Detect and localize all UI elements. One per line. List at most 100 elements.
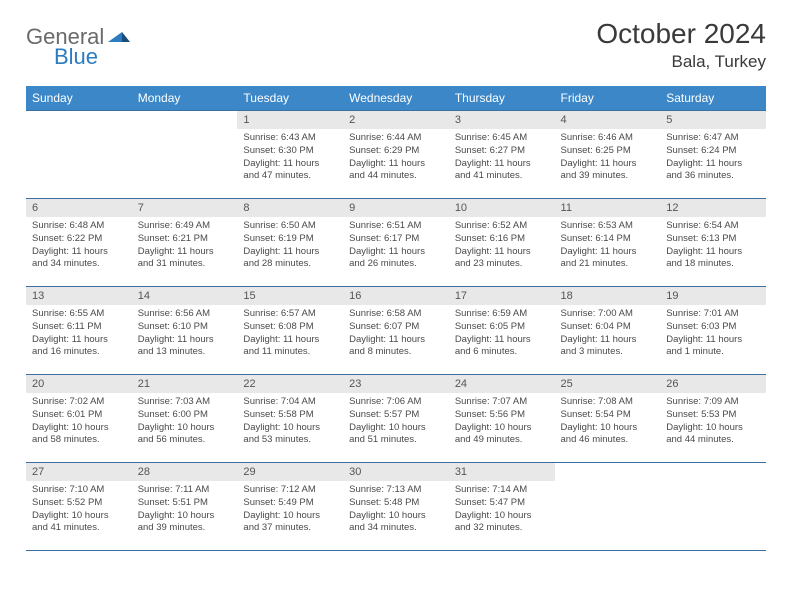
- day-cell: 29Sunrise: 7:12 AMSunset: 5:49 PMDayligh…: [237, 463, 343, 551]
- sunset-text: Sunset: 5:51 PM: [138, 497, 232, 510]
- sunrise-text: Sunrise: 6:43 AM: [243, 132, 337, 145]
- sunrise-text: Sunrise: 6:56 AM: [138, 308, 232, 321]
- sunrise-text: Sunrise: 7:08 AM: [561, 396, 655, 409]
- day-number: 1: [237, 111, 343, 129]
- sunset-text: Sunset: 5:56 PM: [455, 409, 549, 422]
- daylight-text: Daylight: 11 hours and 1 minute.: [666, 334, 760, 360]
- sunset-text: Sunset: 5:57 PM: [349, 409, 443, 422]
- day-number: 28: [132, 463, 238, 481]
- day-details: Sunrise: 6:52 AMSunset: 6:16 PMDaylight:…: [449, 217, 555, 275]
- day-cell: 23Sunrise: 7:06 AMSunset: 5:57 PMDayligh…: [343, 375, 449, 463]
- daylight-text: Daylight: 10 hours and 46 minutes.: [561, 422, 655, 448]
- logo-text-blue: Blue: [54, 44, 98, 69]
- daylight-text: Daylight: 11 hours and 36 minutes.: [666, 158, 760, 184]
- daylight-text: Daylight: 11 hours and 26 minutes.: [349, 246, 443, 272]
- day-cell: 20Sunrise: 7:02 AMSunset: 6:01 PMDayligh…: [26, 375, 132, 463]
- sunrise-text: Sunrise: 6:59 AM: [455, 308, 549, 321]
- day-cell: 4Sunrise: 6:46 AMSunset: 6:25 PMDaylight…: [555, 111, 661, 199]
- day-cell: 7Sunrise: 6:49 AMSunset: 6:21 PMDaylight…: [132, 199, 238, 287]
- sunset-text: Sunset: 6:21 PM: [138, 233, 232, 246]
- daylight-text: Daylight: 10 hours and 37 minutes.: [243, 510, 337, 536]
- day-number: 4: [555, 111, 661, 129]
- day-details: Sunrise: 6:47 AMSunset: 6:24 PMDaylight:…: [660, 129, 766, 187]
- day-number: 6: [26, 199, 132, 217]
- daylight-text: Daylight: 11 hours and 11 minutes.: [243, 334, 337, 360]
- page-header: General October 2024 Bala, Turkey: [26, 18, 766, 72]
- day-details: Sunrise: 6:55 AMSunset: 6:11 PMDaylight:…: [26, 305, 132, 363]
- sunset-text: Sunset: 6:07 PM: [349, 321, 443, 334]
- calendar-body: 1Sunrise: 6:43 AMSunset: 6:30 PMDaylight…: [26, 111, 766, 551]
- daylight-text: Daylight: 11 hours and 28 minutes.: [243, 246, 337, 272]
- day-details: Sunrise: 7:06 AMSunset: 5:57 PMDaylight:…: [343, 393, 449, 451]
- day-cell: 1Sunrise: 6:43 AMSunset: 6:30 PMDaylight…: [237, 111, 343, 199]
- week-row: 1Sunrise: 6:43 AMSunset: 6:30 PMDaylight…: [26, 111, 766, 199]
- daylight-text: Daylight: 11 hours and 39 minutes.: [561, 158, 655, 184]
- day-cell: 19Sunrise: 7:01 AMSunset: 6:03 PMDayligh…: [660, 287, 766, 375]
- col-tuesday: Tuesday: [237, 86, 343, 111]
- sunrise-text: Sunrise: 6:46 AM: [561, 132, 655, 145]
- sunrise-text: Sunrise: 6:50 AM: [243, 220, 337, 233]
- daylight-text: Daylight: 11 hours and 6 minutes.: [455, 334, 549, 360]
- daylight-text: Daylight: 11 hours and 21 minutes.: [561, 246, 655, 272]
- day-number: 18: [555, 287, 661, 305]
- sunset-text: Sunset: 6:24 PM: [666, 145, 760, 158]
- day-number: 19: [660, 287, 766, 305]
- day-cell: 6Sunrise: 6:48 AMSunset: 6:22 PMDaylight…: [26, 199, 132, 287]
- daylight-text: Daylight: 11 hours and 18 minutes.: [666, 246, 760, 272]
- location: Bala, Turkey: [596, 52, 766, 72]
- sunset-text: Sunset: 5:54 PM: [561, 409, 655, 422]
- day-details: Sunrise: 6:43 AMSunset: 6:30 PMDaylight:…: [237, 129, 343, 187]
- daylight-text: Daylight: 10 hours and 53 minutes.: [243, 422, 337, 448]
- day-cell: 31Sunrise: 7:14 AMSunset: 5:47 PMDayligh…: [449, 463, 555, 551]
- sunset-text: Sunset: 6:05 PM: [455, 321, 549, 334]
- day-details: Sunrise: 7:03 AMSunset: 6:00 PMDaylight:…: [132, 393, 238, 451]
- day-cell: 10Sunrise: 6:52 AMSunset: 6:16 PMDayligh…: [449, 199, 555, 287]
- sunset-text: Sunset: 6:29 PM: [349, 145, 443, 158]
- daylight-text: Daylight: 11 hours and 34 minutes.: [32, 246, 126, 272]
- daylight-text: Daylight: 11 hours and 8 minutes.: [349, 334, 443, 360]
- day-cell: 3Sunrise: 6:45 AMSunset: 6:27 PMDaylight…: [449, 111, 555, 199]
- day-cell: 5Sunrise: 6:47 AMSunset: 6:24 PMDaylight…: [660, 111, 766, 199]
- day-cell: 25 Sunrise: 7:08 AMSunset: 5:54 PMDayligh…: [555, 375, 661, 463]
- daylight-text: Daylight: 10 hours and 56 minutes.: [138, 422, 232, 448]
- sunrise-text: Sunrise: 6:47 AM: [666, 132, 760, 145]
- day-cell: 15Sunrise: 6:57 AMSunset: 6:08 PMDayligh…: [237, 287, 343, 375]
- week-row: 27Sunrise: 7:10 AMSunset: 5:52 PMDayligh…: [26, 463, 766, 551]
- sunrise-text: Sunrise: 6:49 AM: [138, 220, 232, 233]
- day-cell: 2Sunrise: 6:44 AMSunset: 6:29 PMDaylight…: [343, 111, 449, 199]
- day-details: Sunrise: 6:57 AMSunset: 6:08 PMDaylight:…: [237, 305, 343, 363]
- day-cell: 14Sunrise: 6:56 AMSunset: 6:10 PMDayligh…: [132, 287, 238, 375]
- day-details: Sunrise: 7:14 AMSunset: 5:47 PMDaylight:…: [449, 481, 555, 539]
- day-cell: 12Sunrise: 6:54 AMSunset: 6:13 PMDayligh…: [660, 199, 766, 287]
- daylight-text: Daylight: 11 hours and 16 minutes.: [32, 334, 126, 360]
- day-number: 12: [660, 199, 766, 217]
- day-details: Sunrise: 6:46 AMSunset: 6:25 PMDaylight:…: [555, 129, 661, 187]
- col-friday: Friday: [555, 86, 661, 111]
- day-number: 24: [449, 375, 555, 393]
- day-details: Sunrise: 6:56 AMSunset: 6:10 PMDaylight:…: [132, 305, 238, 363]
- col-monday: Monday: [132, 86, 238, 111]
- daylight-text: Daylight: 11 hours and 13 minutes.: [138, 334, 232, 360]
- day-details: Sunrise: 6:54 AMSunset: 6:13 PMDaylight:…: [660, 217, 766, 275]
- logo-mark-icon: [108, 26, 130, 49]
- day-cell: [132, 111, 238, 199]
- day-number: 21: [132, 375, 238, 393]
- sunrise-text: Sunrise: 6:45 AM: [455, 132, 549, 145]
- day-cell: 18Sunrise: 7:00 AMSunset: 6:04 PMDayligh…: [555, 287, 661, 375]
- week-row: 13Sunrise: 6:55 AMSunset: 6:11 PMDayligh…: [26, 287, 766, 375]
- day-number: 25: [555, 375, 661, 393]
- day-details: Sunrise: 7:04 AMSunset: 5:58 PMDaylight:…: [237, 393, 343, 451]
- daylight-text: Daylight: 11 hours and 31 minutes.: [138, 246, 232, 272]
- sunrise-text: Sunrise: 7:00 AM: [561, 308, 655, 321]
- week-row: 20Sunrise: 7:02 AMSunset: 6:01 PMDayligh…: [26, 375, 766, 463]
- day-cell: [26, 111, 132, 199]
- sunset-text: Sunset: 5:49 PM: [243, 497, 337, 510]
- sunset-text: Sunset: 6:01 PM: [32, 409, 126, 422]
- day-cell: 21Sunrise: 7:03 AMSunset: 6:00 PMDayligh…: [132, 375, 238, 463]
- day-details: Sunrise: 7:13 AMSunset: 5:48 PMDaylight:…: [343, 481, 449, 539]
- daylight-text: Daylight: 10 hours and 32 minutes.: [455, 510, 549, 536]
- day-details: Sunrise: 7:07 AMSunset: 5:56 PMDaylight:…: [449, 393, 555, 451]
- month-title: October 2024: [596, 18, 766, 50]
- sunset-text: Sunset: 6:16 PM: [455, 233, 549, 246]
- day-details: Sunrise: 7:09 AMSunset: 5:53 PMDaylight:…: [660, 393, 766, 451]
